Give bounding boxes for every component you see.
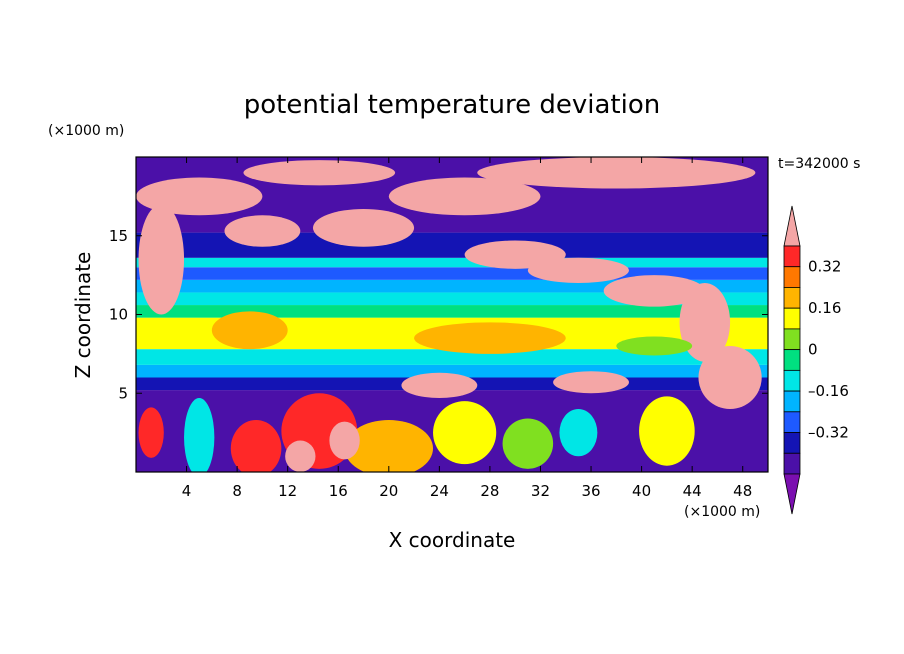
colorbar-bottom-arrow <box>783 473 801 515</box>
x-tick-label: 20 <box>379 482 398 500</box>
x-tick-label: 48 <box>733 482 752 500</box>
lower-plume <box>344 420 434 472</box>
anomaly-region <box>603 275 705 307</box>
anomaly-region <box>211 311 288 350</box>
lower-plume <box>138 407 164 458</box>
time-label: t=342000 s <box>778 156 860 172</box>
lower-plume <box>639 396 695 466</box>
anomaly-region <box>401 372 478 398</box>
field-band <box>136 349 768 365</box>
colorbar-tick-label: –0.16 <box>808 382 849 400</box>
field-band <box>136 305 768 318</box>
lower-plume <box>559 409 598 457</box>
x-tick-label: 40 <box>632 482 651 500</box>
anomaly-region <box>224 215 301 247</box>
x-axis-label: X coordinate <box>389 528 516 552</box>
colorbar-box <box>783 369 801 392</box>
x-tick-label: 24 <box>430 482 449 500</box>
x-unit-label: (×1000 m) <box>684 504 760 520</box>
colorbar-box <box>783 328 801 351</box>
colorbar: 0.32 0.16 0 –0.16 –0.32 <box>783 205 849 515</box>
colorbar-top-arrow <box>783 205 801 247</box>
anomaly-region <box>679 283 731 362</box>
x-tick-label: 32 <box>531 482 550 500</box>
colorbar-box <box>783 411 801 433</box>
colorbar-box <box>783 245 801 268</box>
lower-plume <box>184 397 215 472</box>
x-tick-label: 16 <box>329 482 348 500</box>
y-axis: 5 10 15 <box>109 227 768 402</box>
anomaly-region <box>388 177 541 216</box>
lower-plume <box>230 420 282 472</box>
colorbar-box <box>783 287 801 309</box>
anomaly-region <box>616 336 693 356</box>
x-tick-label: 4 <box>182 482 192 500</box>
x-tick-label: 36 <box>581 482 600 500</box>
lower-plume <box>433 401 497 465</box>
colorbar-tick-label: 0.32 <box>808 258 841 276</box>
anomaly-region <box>553 371 629 394</box>
colorbar-box <box>783 349 801 371</box>
anomaly-region <box>527 257 629 283</box>
anomaly-region <box>477 157 756 189</box>
lower-plume <box>502 418 554 469</box>
colorbar-tick-label: 0.16 <box>808 299 841 317</box>
lower-plume <box>285 440 316 472</box>
y-tick-label: 10 <box>109 306 128 324</box>
anomaly-region <box>312 208 415 247</box>
x-axis: 4 8 12 16 20 24 28 32 36 40 44 48 <box>182 157 752 500</box>
y-tick-label: 15 <box>109 227 128 245</box>
field-band <box>136 257 768 268</box>
colorbar-box <box>783 307 801 330</box>
x-tick-label: 8 <box>232 482 242 500</box>
lower-plume <box>329 421 360 460</box>
x-tick-label: 28 <box>480 482 499 500</box>
colorbar-box <box>783 390 801 413</box>
chart-title: potential temperature deviation <box>244 90 660 120</box>
colorbar-tick-label: 0 <box>808 341 818 359</box>
colorbar-box <box>783 452 801 475</box>
x-tick-label: 44 <box>683 482 702 500</box>
colorbar-box <box>783 432 801 454</box>
anomaly-region <box>138 204 185 315</box>
colorbar-box <box>783 266 801 288</box>
y-tick-label: 5 <box>118 384 128 402</box>
anomaly-region <box>136 177 263 216</box>
anomaly-region <box>464 240 566 269</box>
anomaly-region <box>243 160 396 186</box>
plot-field <box>136 157 768 472</box>
y-axis-label: Z coordinate <box>71 252 95 379</box>
colorbar-tick-label: –0.32 <box>808 424 849 442</box>
y-unit-label: (×1000 m) <box>48 123 124 139</box>
anomaly-region <box>698 346 762 409</box>
x-tick-label: 12 <box>278 482 297 500</box>
anomaly-region <box>414 322 566 354</box>
